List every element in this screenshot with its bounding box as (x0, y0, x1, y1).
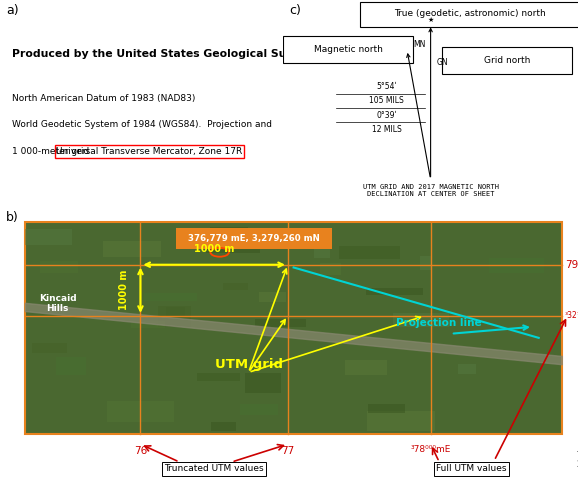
Bar (320, 263, 341, 275)
Bar (339, 247, 400, 260)
Text: c): c) (289, 4, 301, 17)
Text: World Geodetic System of 1984 (WGS84).  Projection and: World Geodetic System of 1984 (WGS84). P… (12, 120, 272, 130)
FancyBboxPatch shape (360, 2, 578, 26)
Bar (40, 261, 77, 273)
Bar (25, 229, 72, 245)
Bar (246, 372, 281, 393)
Text: UTM grid: UTM grid (214, 358, 283, 371)
Bar (158, 305, 191, 327)
Text: Produced by the United States Geological Survey: Produced by the United States Geological… (12, 49, 313, 59)
Text: b): b) (6, 211, 18, 224)
Bar (55, 358, 86, 375)
Text: True (geodetic, astronomic) north: True (geodetic, astronomic) north (395, 10, 546, 18)
Bar (144, 293, 197, 301)
Text: Kincaid
Hills: Kincaid Hills (39, 294, 77, 313)
Bar (197, 373, 240, 381)
Text: 105 MILS: 105 MILS (369, 96, 404, 106)
Bar (314, 250, 331, 258)
Bar (211, 422, 236, 432)
Text: 1000 m: 1000 m (194, 244, 234, 254)
Bar (458, 364, 476, 373)
Text: Truncated UTM values: Truncated UTM values (164, 465, 264, 473)
Text: MN: MN (413, 40, 425, 49)
Text: 1000 m: 1000 m (119, 270, 129, 311)
Text: Full UTM values: Full UTM values (436, 465, 506, 473)
Text: -82.2500°: -82.2500° (576, 446, 578, 456)
Text: 5°54ʹ: 5°54ʹ (376, 82, 397, 91)
Bar (366, 288, 423, 295)
FancyBboxPatch shape (176, 228, 332, 249)
Bar (490, 258, 544, 273)
Text: ³32⁷⁸⁰⁰⁰mN: ³32⁷⁸⁰⁰⁰mN (565, 312, 578, 320)
Bar (259, 292, 286, 302)
Text: 77: 77 (281, 445, 294, 456)
Text: Magnetic north: Magnetic north (314, 45, 383, 54)
Bar (103, 240, 161, 257)
Text: Projection line: Projection line (397, 318, 482, 328)
FancyBboxPatch shape (283, 36, 413, 63)
Bar (392, 313, 449, 327)
Bar (32, 343, 67, 353)
Text: Universal Transverse Mercator, Zone 17R: Universal Transverse Mercator, Zone 17R (57, 147, 243, 156)
Bar (254, 319, 306, 327)
Text: 376,779 mE, 3,279,260 mN: 376,779 mE, 3,279,260 mN (188, 234, 320, 243)
Text: 12 MILS: 12 MILS (372, 125, 401, 134)
Bar (420, 256, 432, 270)
Bar (131, 321, 165, 328)
Bar (240, 404, 279, 415)
Text: 76: 76 (134, 445, 147, 456)
Bar (25, 222, 562, 434)
Text: 79: 79 (565, 260, 578, 270)
Text: ★: ★ (428, 17, 434, 24)
Text: 0°39ʹ: 0°39ʹ (376, 111, 397, 120)
Bar (367, 411, 435, 431)
Bar (210, 227, 248, 246)
Bar (345, 360, 387, 375)
Bar (223, 283, 248, 290)
Bar (108, 400, 173, 422)
Text: 29.6250°: 29.6250° (576, 460, 578, 469)
Bar (368, 404, 405, 413)
Text: ³78⁰⁰⁰mE: ³78⁰⁰⁰mE (410, 445, 451, 455)
Text: Grid north: Grid north (484, 56, 531, 65)
FancyBboxPatch shape (442, 47, 572, 74)
Bar (206, 237, 260, 252)
Text: North American Datum of 1983 (NAD83): North American Datum of 1983 (NAD83) (12, 94, 195, 103)
Bar (165, 307, 185, 317)
Text: UTM GRID AND 2017 MAGNETIC NORTH
DECLINATION AT CENTER OF SHEET: UTM GRID AND 2017 MAGNETIC NORTH DECLINA… (362, 184, 499, 197)
Text: a): a) (6, 4, 18, 17)
Text: 1 000-meter grid: 1 000-meter grid (12, 147, 92, 156)
Text: GN: GN (436, 58, 448, 67)
